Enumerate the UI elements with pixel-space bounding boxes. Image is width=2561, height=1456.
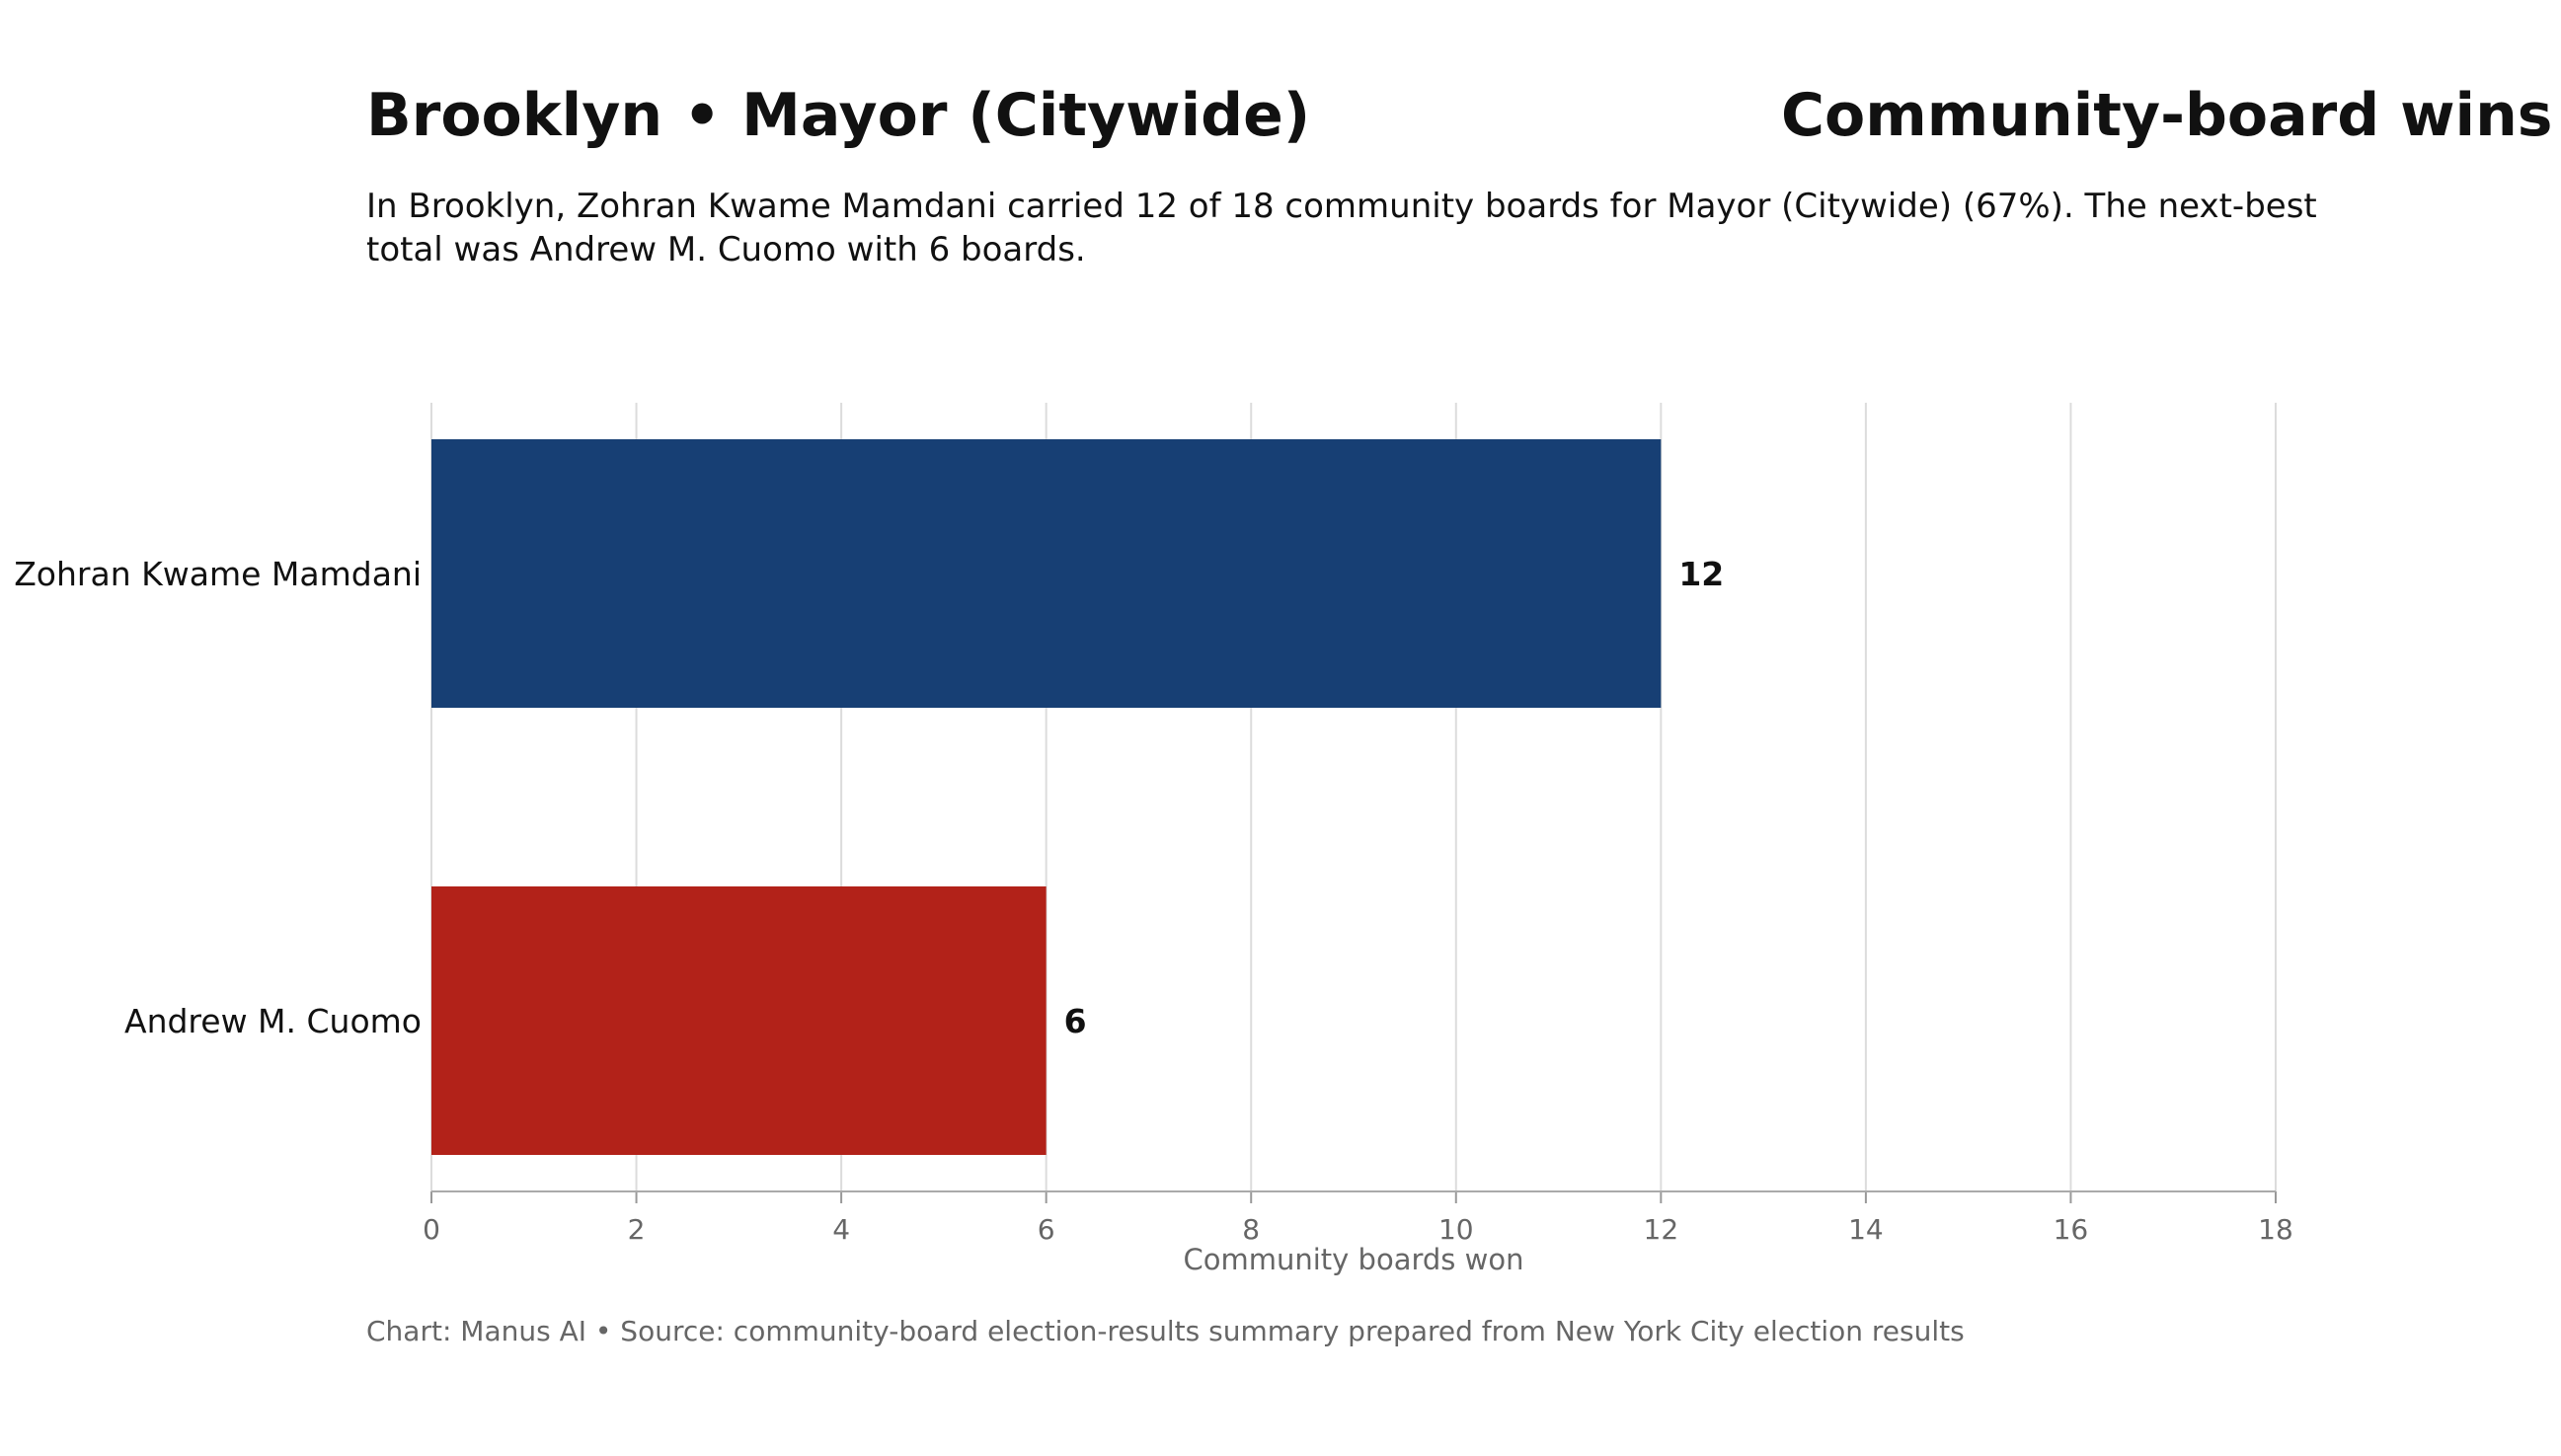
x-tick-label: 2 <box>628 1213 646 1246</box>
chart-heading: Community-board wins <box>1781 81 2553 150</box>
x-tick-label: 14 <box>1848 1213 1884 1246</box>
data-label: 12 <box>1678 555 1724 593</box>
chart-subtitle: In Brooklyn, Zohran Kwame Mamdani carrie… <box>366 187 2317 269</box>
data-label: 6 <box>1064 1002 1087 1040</box>
category-label: Andrew M. Cuomo <box>124 1002 422 1040</box>
x-tick-label: 10 <box>1438 1213 1474 1246</box>
x-tick-label: 4 <box>832 1213 850 1246</box>
bar-0 <box>431 439 1662 708</box>
x-tick-label: 6 <box>1038 1213 1055 1246</box>
bar-1 <box>431 886 1047 1155</box>
bars <box>431 439 1662 1155</box>
x-tick-label: 18 <box>2258 1213 2293 1246</box>
data-labels: 12 6 <box>1064 555 1725 1040</box>
x-axis: 0 2 4 6 8 10 12 14 16 18 <box>423 1190 2293 1246</box>
category-labels: Zohran Kwame Mamdani Andrew M. Cuomo <box>14 555 422 1040</box>
x-tick-label: 0 <box>423 1213 440 1246</box>
x-tick-label: 12 <box>1644 1213 1679 1246</box>
x-axis-label: Community boards won <box>1184 1243 1524 1276</box>
source-credit: Chart: Manus AI • Source: community-boar… <box>366 1315 1965 1347</box>
page-title: Brooklyn • Mayor (Citywide) <box>366 81 1311 150</box>
x-tick-label: 16 <box>2054 1213 2089 1246</box>
category-label: Zohran Kwame Mamdani <box>14 555 422 593</box>
x-tick-label: 8 <box>1242 1213 1260 1246</box>
